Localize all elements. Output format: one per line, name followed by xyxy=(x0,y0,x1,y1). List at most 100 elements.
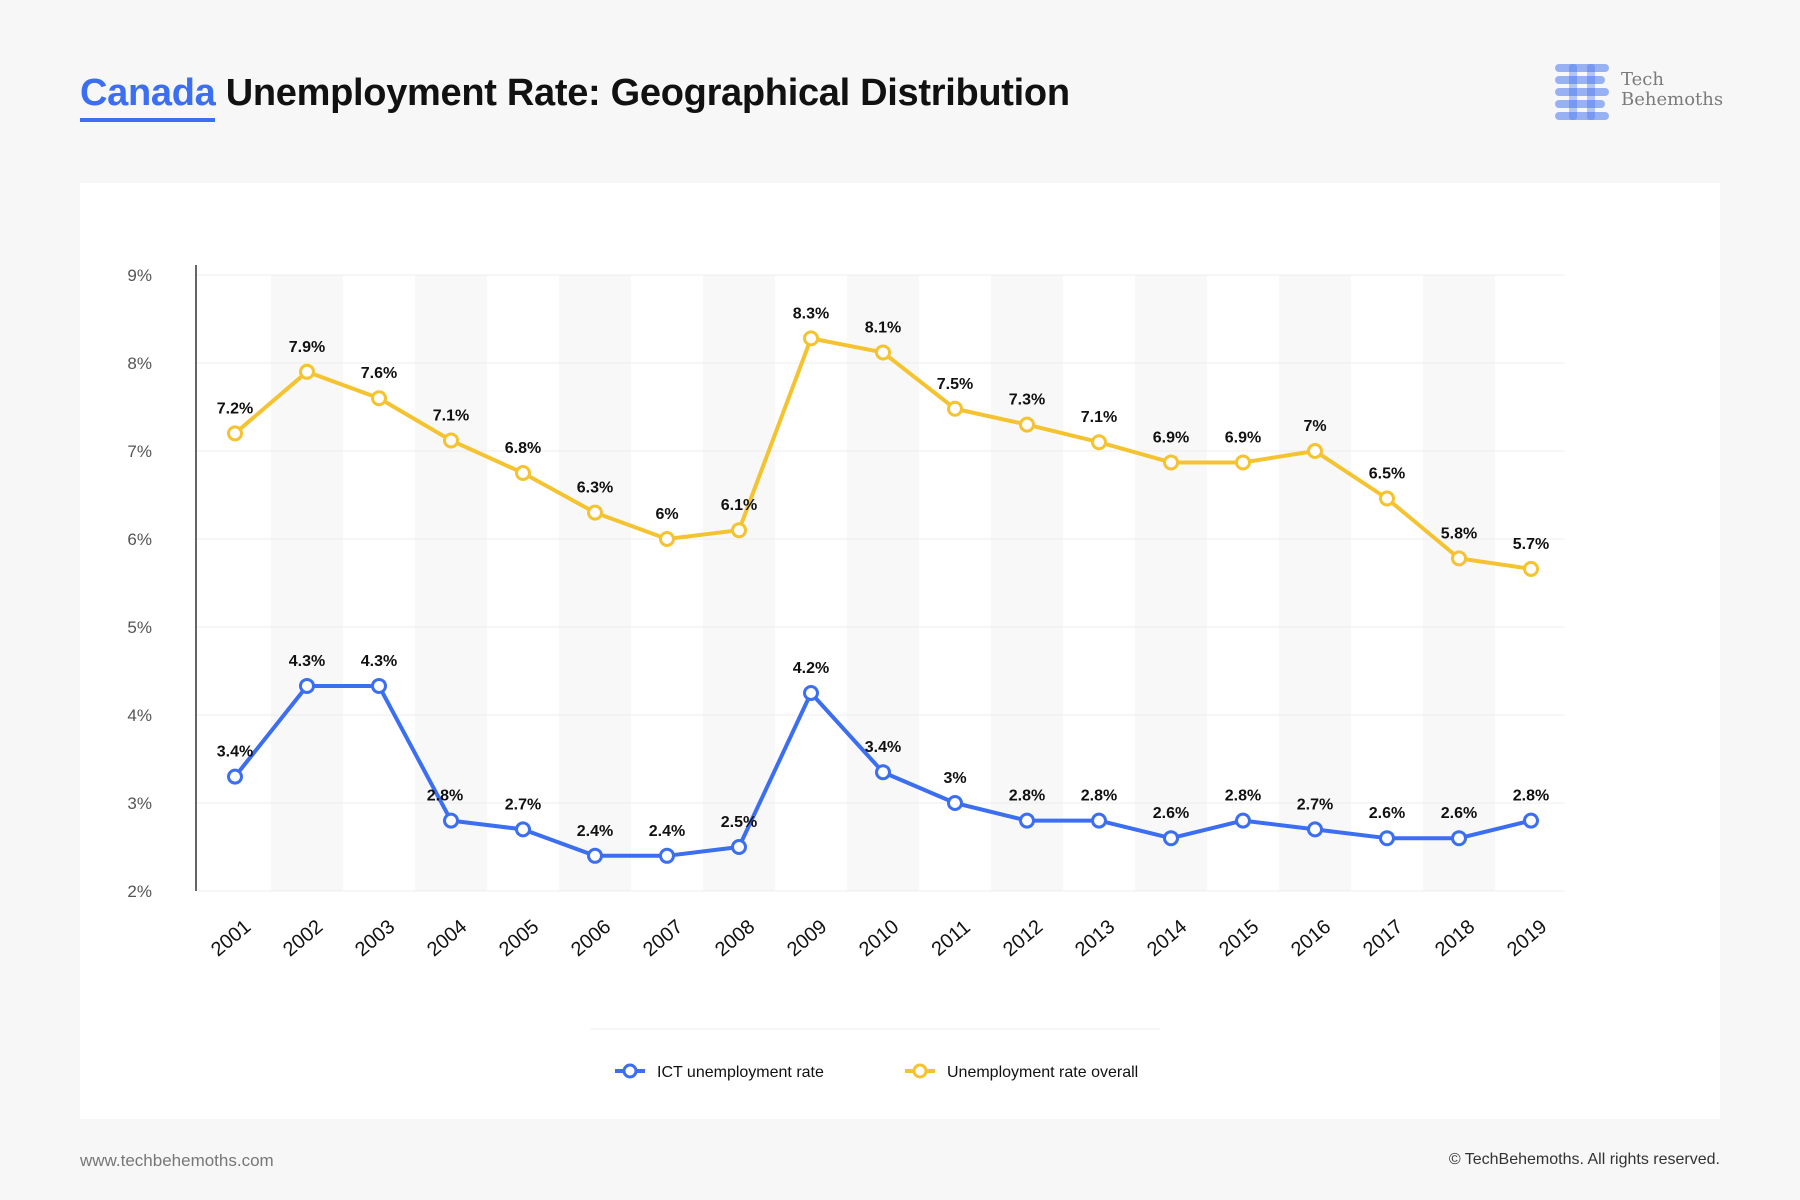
data-label: 2.8% xyxy=(427,788,463,805)
data-label: 5.7% xyxy=(1513,536,1549,553)
column-band xyxy=(415,275,487,891)
data-point xyxy=(731,522,747,539)
data-label: 8.3% xyxy=(793,305,829,322)
x-tick-label: 2014 xyxy=(1143,916,1191,961)
footer-website[interactable]: www.techbehemoths.com xyxy=(80,1151,274,1170)
data-point xyxy=(443,812,459,829)
y-tick-label: 6% xyxy=(127,530,152,549)
x-tick-label: 2001 xyxy=(207,916,255,961)
data-label: 3.4% xyxy=(865,739,901,756)
x-tick-label: 2013 xyxy=(1071,916,1119,961)
title-rest: Unemployment Rate: Geographical Distribu… xyxy=(225,72,1070,114)
data-point xyxy=(1379,830,1395,847)
data-label: 7.1% xyxy=(433,407,469,424)
data-label: 2.8% xyxy=(1009,788,1045,805)
column-band xyxy=(703,275,775,891)
data-point xyxy=(875,764,891,781)
x-tick-label: 2017 xyxy=(1359,916,1407,961)
x-tick-label: 2002 xyxy=(279,916,327,961)
x-tick-label: 2012 xyxy=(999,916,1047,961)
data-point xyxy=(659,531,675,547)
y-tick-label: 7% xyxy=(127,442,152,461)
data-point xyxy=(1307,821,1323,838)
data-point xyxy=(587,847,603,864)
x-tick-label: 2008 xyxy=(711,916,759,961)
x-tick-label: 2016 xyxy=(1287,916,1335,961)
data-point xyxy=(515,465,531,481)
data-point xyxy=(1091,812,1107,829)
data-point xyxy=(1451,550,1467,567)
data-label: 3% xyxy=(943,770,966,787)
logo-line-1: Tech xyxy=(1621,69,1664,90)
data-point xyxy=(1163,454,1179,471)
column-band xyxy=(1423,275,1495,891)
data-label: 7.6% xyxy=(361,365,397,382)
y-tick-label: 8% xyxy=(127,354,152,373)
column-band xyxy=(1279,275,1351,891)
column-band xyxy=(991,275,1063,891)
data-point xyxy=(1235,454,1251,471)
chart-card: 2% 3% 4% 5% 6% 7% 8% 9% 2001 2002 2003 2004 2005 2006… xyxy=(80,183,1720,1119)
data-label: 2.5% xyxy=(721,814,757,831)
column-band xyxy=(559,275,631,891)
x-tick-label: 2018 xyxy=(1431,916,1479,961)
data-point xyxy=(803,685,819,701)
data-point xyxy=(1019,416,1035,433)
legend-label: Unemployment rate overall xyxy=(947,1064,1138,1081)
data-label: 8.1% xyxy=(865,319,901,336)
x-tick-label: 2003 xyxy=(351,916,399,961)
data-point xyxy=(1163,830,1179,847)
data-label: 7.2% xyxy=(217,400,253,417)
data-label: 2.6% xyxy=(1369,805,1405,822)
y-tick-label: 5% xyxy=(127,618,152,637)
x-tick-label: 2015 xyxy=(1215,916,1263,961)
column-band xyxy=(847,275,919,891)
data-label: 7% xyxy=(1303,418,1326,435)
data-label: 2.4% xyxy=(577,823,613,840)
data-label: 2.8% xyxy=(1225,788,1261,805)
data-point xyxy=(1091,434,1107,451)
y-tick-label: 9% xyxy=(127,266,152,285)
x-tick-label: 2011 xyxy=(928,916,975,961)
x-tick-label: 2004 xyxy=(423,916,471,961)
data-label: 4.2% xyxy=(793,660,829,677)
data-point xyxy=(227,425,243,442)
title-accent: Canada xyxy=(80,72,216,122)
data-label: 6.9% xyxy=(1225,429,1261,446)
data-point xyxy=(443,432,459,449)
data-label: 6.1% xyxy=(721,497,757,514)
data-point xyxy=(371,677,387,694)
data-label: 2.7% xyxy=(1297,796,1333,813)
data-point xyxy=(371,390,387,407)
logo-line-2: Behemoths xyxy=(1621,89,1724,110)
data-point xyxy=(299,677,315,694)
x-tick-label: 2007 xyxy=(639,916,687,961)
data-point xyxy=(1523,560,1539,577)
data-point xyxy=(875,344,891,361)
data-label: 6.3% xyxy=(577,480,613,497)
legend-swatch-marker xyxy=(622,1063,638,1079)
x-tick-label: 2009 xyxy=(783,916,831,961)
data-point xyxy=(947,400,963,417)
y-tick-label: 3% xyxy=(127,794,152,813)
data-label: 7.9% xyxy=(289,339,325,356)
legend-label: ICT unemployment rate xyxy=(657,1064,824,1081)
data-point xyxy=(1379,490,1395,507)
data-label: 4.3% xyxy=(361,653,397,670)
data-label: 5.8% xyxy=(1441,525,1477,542)
data-point xyxy=(731,839,747,855)
data-label: 2.8% xyxy=(1513,788,1549,805)
data-label: 7.3% xyxy=(1009,392,1045,409)
data-label: 7.1% xyxy=(1081,409,1117,426)
data-point xyxy=(299,363,315,380)
data-point xyxy=(947,795,963,811)
column-band xyxy=(1135,275,1207,891)
line-chart: 2% 3% 4% 5% 6% 7% 8% 9% 2001 2002 2003 2004 2005 2006… xyxy=(127,265,1565,1081)
y-tick-label: 2% xyxy=(127,882,152,901)
data-label: 3.4% xyxy=(217,744,253,761)
data-label: 2.4% xyxy=(649,823,685,840)
footer-copyright: © TechBehemoths. All rights reserved. xyxy=(1448,1151,1720,1168)
data-point xyxy=(1451,830,1467,847)
data-label: 6.5% xyxy=(1369,466,1405,483)
page-title: Canada Unemployment Rate: Geographical D… xyxy=(80,72,1070,122)
